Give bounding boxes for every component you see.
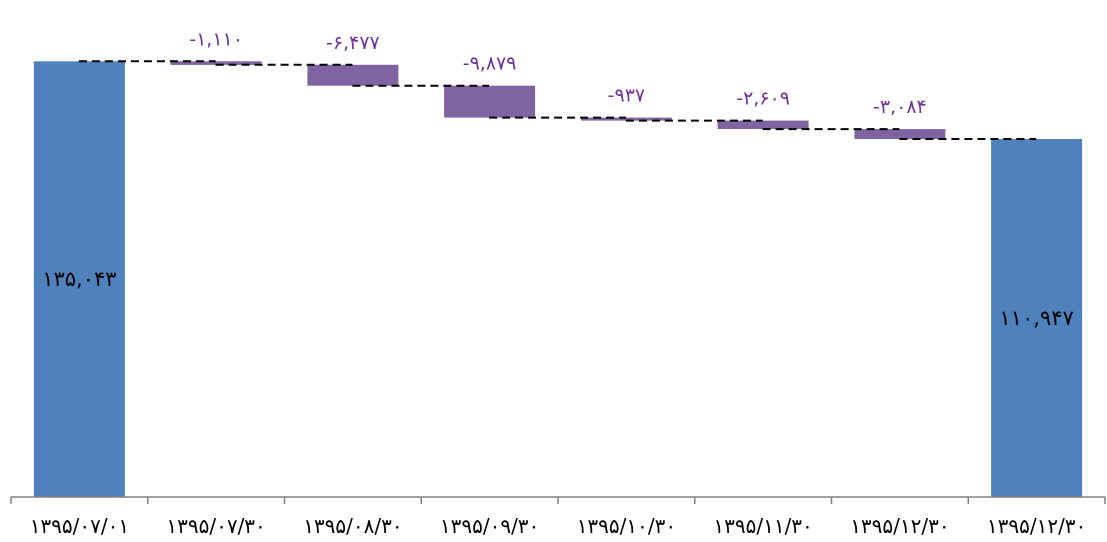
connectors-group [78,60,1037,140]
delta-value-label: -۳,۰۸۴ [873,96,927,118]
x-tick-label: ۱۳۹۵/۱۱/۳۰ [713,514,812,538]
total-value-label: ۱۱۰,۹۴۷ [999,306,1073,330]
delta-bar [444,85,536,118]
delta-bar [307,64,399,86]
total-value-label: ۱۳۵,۰۴۳ [42,267,116,291]
x-tick-label: ۱۳۹۵/۰۸/۳۰ [303,514,402,538]
x-tick-label: ۱۳۹۵/۰۷/۰۱ [30,514,129,538]
x-tick-label: ۱۳۹۵/۰۷/۳۰ [166,514,265,538]
labels-group: ۱۳۵,۰۴۳ -۱,۱۱۰ -۶,۴۷۷ -۹,۸۷۹ -۹۳۷ -۲,۶۰۹ -۳,۰۸… [42,28,1074,330]
x-tick-label: ۱۳۹۵/۰۹/۳۰ [440,514,539,538]
x-tick-label: ۱۳۹۵/۱۲/۳۰ [850,514,949,538]
x-axis: ۱۳۹۵/۰۷/۰۱ ۱۳۹۵/۰۷/۳۰ ۱۳۹۵/۰۸/۳۰ ۱۳۹۵/۰۹/۳۰… [10,496,1106,538]
x-tick-label: ۱۳۹۵/۱۲/۳۰ [987,514,1086,538]
delta-value-label: -۹۳۷ [608,85,645,107]
delta-bar [854,129,946,140]
bars-group [33,61,1083,498]
total-bar [33,61,125,498]
delta-value-label: -۹,۸۷۹ [463,53,517,75]
total-bar [991,139,1083,497]
delta-value-label: -۲,۶۰۹ [736,88,790,110]
delta-value-label: -۱,۱۱۰ [189,28,243,50]
delta-value-label: -۶,۴۷۷ [326,32,380,54]
delta-bar [717,120,809,129]
delta-bar [170,61,262,65]
delta-bar [580,117,672,121]
x-tick-label: ۱۳۹۵/۱۰/۳۰ [577,514,676,538]
